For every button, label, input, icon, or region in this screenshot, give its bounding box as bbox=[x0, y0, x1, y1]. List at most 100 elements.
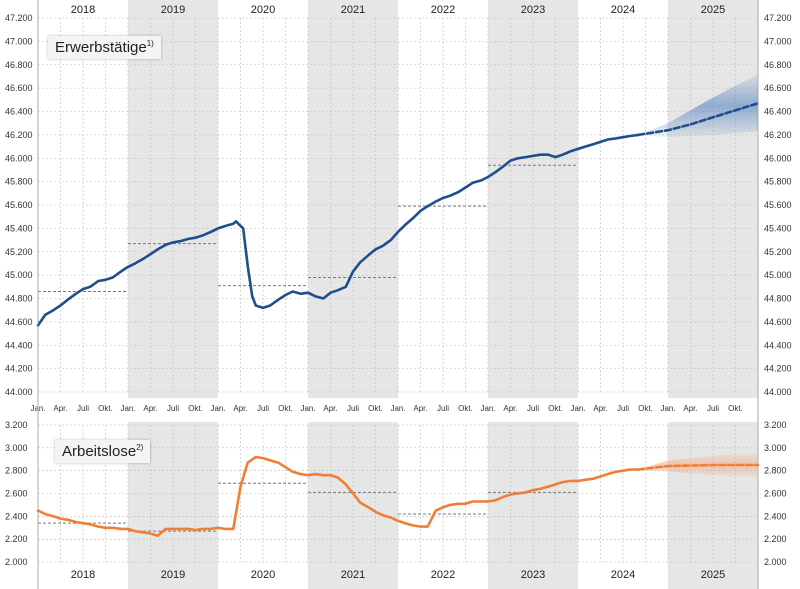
month-label: Jan. bbox=[480, 404, 495, 413]
month-label: Apr. bbox=[233, 404, 247, 413]
y-tick-left: 45.400 bbox=[5, 223, 33, 233]
y-tick-right: 44.200 bbox=[764, 364, 792, 374]
y-tick-left: 2.000 bbox=[5, 557, 28, 567]
y-tick-right: 46.400 bbox=[764, 107, 792, 117]
employed-forecast-band bbox=[638, 74, 758, 138]
year-label-top: 2022 bbox=[431, 4, 455, 16]
year-label-top: 2024 bbox=[611, 4, 635, 16]
month-label: Juli bbox=[707, 404, 719, 413]
y-tick-left: 44.800 bbox=[5, 294, 33, 304]
unemployed-legend: Arbeitslose2) bbox=[55, 440, 151, 463]
month-label: Juli bbox=[167, 404, 179, 413]
month-label: Okt. bbox=[728, 404, 743, 413]
month-label: Apr. bbox=[683, 404, 697, 413]
year-label-top: 2018 bbox=[71, 4, 95, 16]
y-tick-right: 44.000 bbox=[764, 387, 792, 397]
month-label: Okt. bbox=[278, 404, 293, 413]
y-tick-right: 46.200 bbox=[764, 130, 792, 140]
employed-footnote: 1) bbox=[146, 39, 154, 48]
y-tick-left: 45.600 bbox=[5, 200, 33, 210]
y-tick-right: 2.600 bbox=[764, 489, 787, 499]
y-tick-right: 3.000 bbox=[764, 443, 787, 453]
month-label: Jan. bbox=[660, 404, 675, 413]
month-label: Okt. bbox=[368, 404, 383, 413]
year-label-top: 2021 bbox=[341, 4, 365, 16]
employed-panel: 44.000 44.000 44.200 44.200 44.400 44.400 44.6… bbox=[5, 13, 792, 397]
month-label: Jan. bbox=[210, 404, 225, 413]
y-tick-right: 2.200 bbox=[764, 534, 787, 544]
month-label: Jan. bbox=[390, 404, 405, 413]
y-tick-left: 46.200 bbox=[5, 130, 33, 140]
y-tick-left: 46.600 bbox=[5, 83, 33, 93]
month-label: Jan. bbox=[570, 404, 585, 413]
month-label: Apr. bbox=[503, 404, 517, 413]
year-label-top: 2025 bbox=[701, 4, 725, 16]
month-label: Jan. bbox=[300, 404, 315, 413]
y-tick-left: 2.600 bbox=[5, 489, 28, 499]
month-label-row bbox=[38, 398, 758, 422]
y-tick-right: 46.800 bbox=[764, 60, 792, 70]
employed-series-dashed bbox=[637, 102, 760, 137]
employed-legend-label: Erwerbstätige bbox=[55, 39, 147, 56]
year-label-bottom: 2018 bbox=[71, 569, 95, 581]
y-tick-left: 3.000 bbox=[5, 443, 28, 453]
y-tick-right: 2.000 bbox=[764, 557, 787, 567]
year-label-top: 2019 bbox=[161, 4, 185, 16]
unemployed-footnote: 2) bbox=[136, 443, 144, 452]
month-label: Apr. bbox=[143, 404, 157, 413]
year-label-top: 2020 bbox=[251, 4, 275, 16]
y-tick-right: 46.000 bbox=[764, 153, 792, 163]
y-tick-right: 45.200 bbox=[764, 247, 792, 257]
y-tick-right: 45.800 bbox=[764, 177, 792, 187]
year-label-bottom: 2021 bbox=[341, 569, 365, 581]
month-label: Okt. bbox=[188, 404, 203, 413]
month-label: Apr. bbox=[53, 404, 67, 413]
month-label: Apr. bbox=[413, 404, 427, 413]
y-tick-left: 44.200 bbox=[5, 364, 33, 374]
unemployed-series-solid bbox=[36, 455, 640, 537]
month-label: Okt. bbox=[458, 404, 473, 413]
year-label-top: 2023 bbox=[521, 4, 545, 16]
y-tick-right: 2.400 bbox=[764, 511, 787, 521]
y-tick-left: 45.800 bbox=[5, 177, 33, 187]
y-tick-right: 46.600 bbox=[764, 83, 792, 93]
y-tick-left: 2.200 bbox=[5, 534, 28, 544]
y-tick-right: 45.000 bbox=[764, 270, 792, 280]
y-tick-right: 47.000 bbox=[764, 36, 792, 46]
employed-series-solid bbox=[36, 133, 640, 327]
y-tick-left: 45.200 bbox=[5, 247, 33, 257]
year-label-bottom: 2023 bbox=[521, 569, 545, 581]
month-label: Juli bbox=[257, 404, 269, 413]
y-tick-left: 2.400 bbox=[5, 511, 28, 521]
y-tick-left: 45.000 bbox=[5, 270, 33, 280]
y-tick-left: 46.400 bbox=[5, 107, 33, 117]
y-tick-left: 44.000 bbox=[5, 387, 33, 397]
year-label-bottom: 2022 bbox=[431, 569, 455, 581]
y-tick-left: 44.400 bbox=[5, 340, 33, 350]
month-label: Jan. bbox=[120, 404, 135, 413]
y-tick-right: 45.600 bbox=[764, 200, 792, 210]
month-label: Apr. bbox=[323, 404, 337, 413]
y-tick-left: 3.200 bbox=[5, 420, 28, 430]
month-label: Juli bbox=[437, 404, 449, 413]
month-label: Juli bbox=[347, 404, 359, 413]
y-tick-right: 45.400 bbox=[764, 223, 792, 233]
month-label: Okt. bbox=[638, 404, 653, 413]
unemployed-legend-label: Arbeitslose bbox=[62, 443, 137, 460]
employed-legend: Erwerbstätige1) bbox=[48, 36, 161, 59]
y-tick-left: 44.600 bbox=[5, 317, 33, 327]
y-tick-right: 47.200 bbox=[764, 13, 792, 23]
y-tick-right: 44.400 bbox=[764, 340, 792, 350]
month-label: Juli bbox=[77, 404, 89, 413]
month-label: Apr. bbox=[593, 404, 607, 413]
month-label: Juli bbox=[527, 404, 539, 413]
y-tick-right: 3.200 bbox=[764, 420, 787, 430]
y-tick-right: 44.600 bbox=[764, 317, 792, 327]
y-tick-left: 2.800 bbox=[5, 466, 28, 476]
y-tick-left: 46.000 bbox=[5, 153, 33, 163]
y-tick-left: 47.200 bbox=[5, 13, 33, 23]
year-label-bottom: 2025 bbox=[701, 569, 725, 581]
month-label: Okt. bbox=[98, 404, 113, 413]
